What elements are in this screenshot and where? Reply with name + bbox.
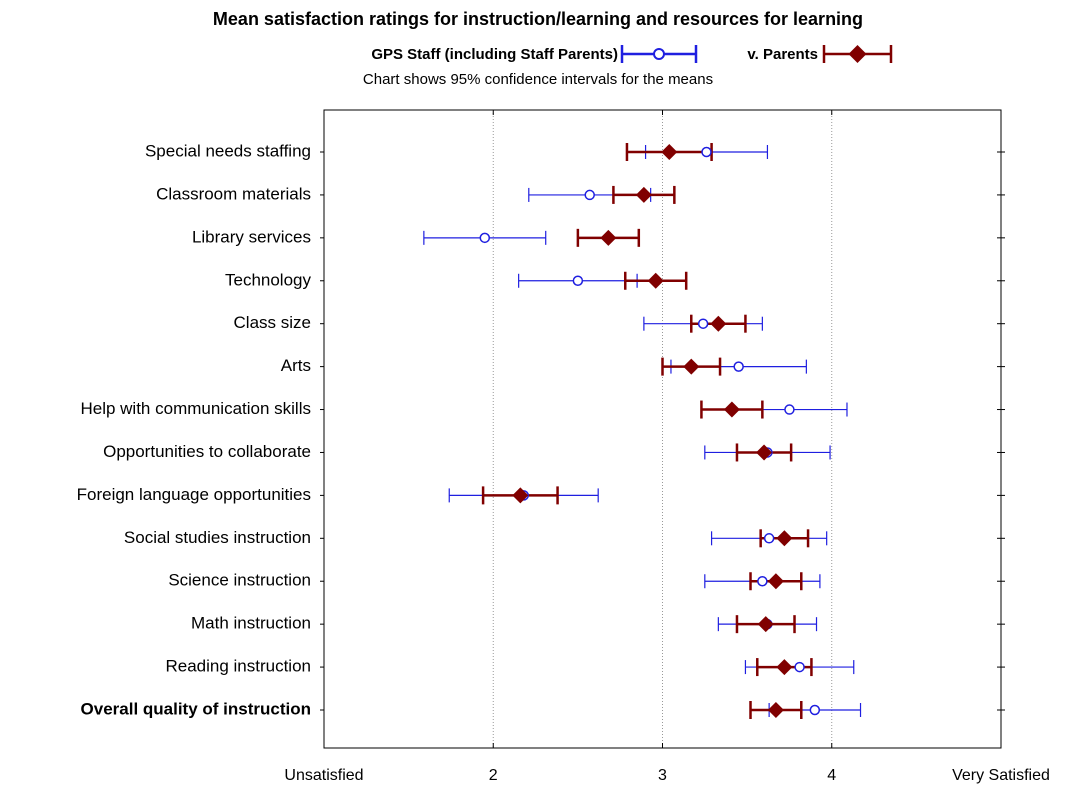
- mean-marker: [584, 189, 595, 201]
- category-label: Help with communication skills: [80, 399, 311, 418]
- mean-marker: [635, 186, 652, 203]
- category-label: Classroom materials: [156, 184, 311, 203]
- mean-marker: [767, 573, 784, 590]
- mean-marker: [723, 401, 740, 418]
- category-label: Foreign language opportunities: [77, 485, 311, 504]
- mean-marker: [756, 444, 773, 461]
- mean-marker: [701, 146, 712, 158]
- x-tick-label: Unsatisfied: [284, 767, 363, 784]
- mean-marker: [784, 404, 795, 415]
- chart-title: Mean satisfaction ratings for instructio…: [213, 9, 863, 29]
- mean-marker: [683, 358, 700, 375]
- category-label: Class size: [234, 313, 311, 332]
- legend-label: GPS Staff (including Staff Parents): [371, 46, 618, 63]
- mean-marker: [757, 575, 768, 587]
- category-label: Social studies instruction: [124, 528, 311, 547]
- chart-subtitle: Chart shows 95% confidence intervals for…: [363, 71, 713, 88]
- legend-label: v. Parents: [747, 46, 818, 63]
- mean-marker: [767, 702, 784, 718]
- category-label: Special needs staffing: [145, 141, 311, 160]
- mean-marker: [776, 530, 793, 547]
- x-tick-label: 3: [658, 767, 667, 784]
- mean-marker: [776, 659, 793, 676]
- category-label: Reading instruction: [165, 657, 311, 676]
- mean-marker: [697, 318, 709, 329]
- x-tick-label: 4: [827, 767, 836, 784]
- category-label: Arts: [281, 356, 311, 375]
- category-label: Library services: [192, 227, 311, 246]
- category-label: Opportunities to collaborate: [103, 442, 311, 461]
- x-tick-label: Very Satisfied: [952, 767, 1050, 784]
- mean-marker: [512, 487, 529, 504]
- mean-marker: [710, 315, 727, 332]
- mean-marker: [794, 661, 805, 673]
- category-label: Math instruction: [191, 614, 311, 633]
- mean-marker: [661, 144, 678, 160]
- category-label: Overall quality of instruction: [81, 699, 311, 718]
- x-tick-label: 2: [489, 767, 498, 784]
- mean-marker: [809, 704, 821, 716]
- mean-marker: [600, 229, 617, 246]
- mean-marker: [757, 616, 774, 633]
- category-label: Technology: [225, 270, 312, 289]
- mean-marker: [763, 533, 775, 544]
- legend-marker: [848, 45, 867, 63]
- category-label: Science instruction: [168, 571, 311, 590]
- mean-marker: [479, 232, 491, 244]
- mean-marker: [647, 272, 664, 289]
- mean-marker: [733, 361, 744, 372]
- legend-marker: [653, 48, 665, 60]
- mean-marker: [572, 275, 584, 287]
